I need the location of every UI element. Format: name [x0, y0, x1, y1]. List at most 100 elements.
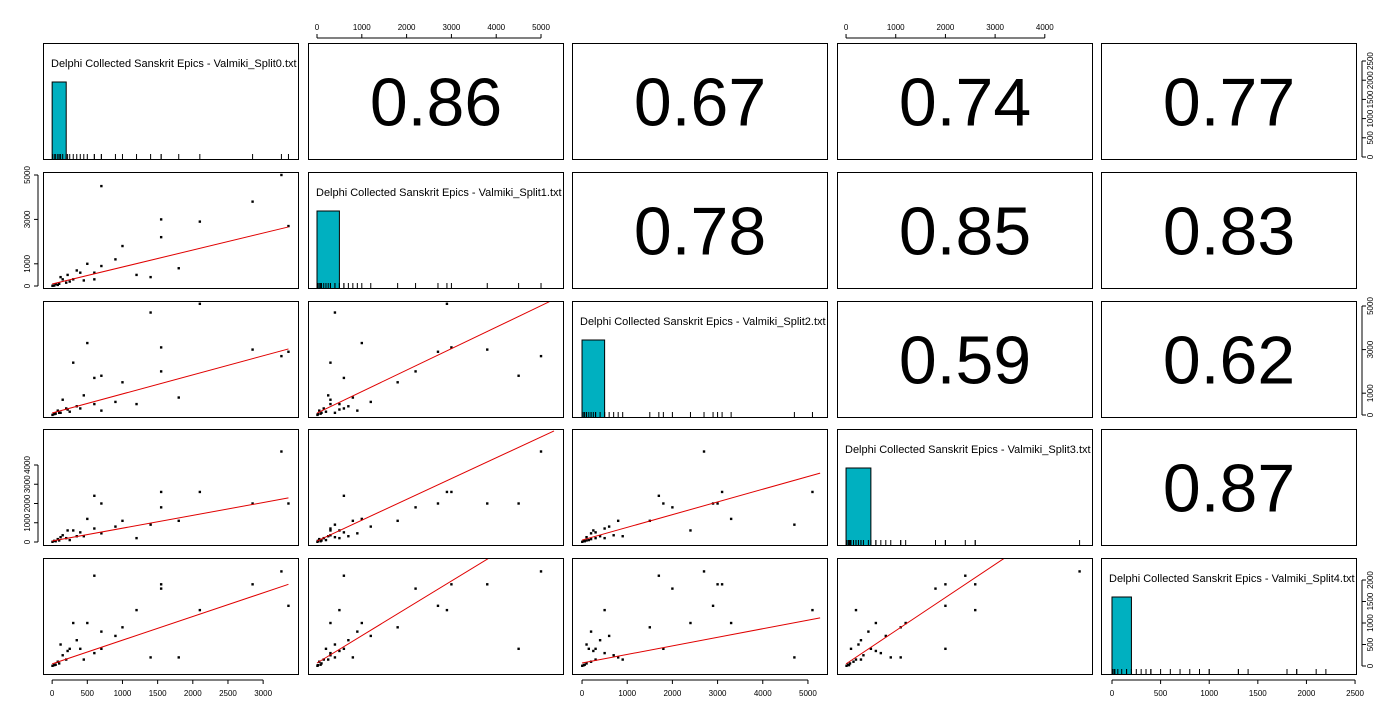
scatter-point [450, 346, 453, 349]
x-tick-label: 1000 [114, 689, 132, 698]
scatter-point [347, 405, 350, 408]
scatter-point [329, 361, 332, 364]
scatter-point [811, 608, 814, 612]
scatter-point [327, 394, 330, 397]
scatter-point [396, 519, 399, 523]
scatter-point [874, 621, 878, 625]
scatter-point [56, 537, 59, 541]
y-tick-label: 5000 [23, 166, 32, 184]
scatter-point [974, 583, 977, 586]
x-tick-label: 4000 [487, 23, 505, 32]
histogram-bar [845, 467, 872, 546]
scatter-point [450, 490, 453, 494]
scatter-point [61, 398, 64, 401]
scatter-point [594, 536, 597, 540]
scatter-point [333, 411, 337, 415]
scatter-point [716, 502, 719, 505]
scatter-point [61, 654, 64, 657]
y-tick-label: 1000 [23, 254, 32, 272]
scatter-point [86, 341, 89, 345]
correlation: 0.86 [370, 65, 502, 141]
scatter-point [904, 621, 907, 625]
scatter-point [585, 535, 588, 539]
scatter-point [333, 656, 337, 659]
scatter-point [342, 407, 346, 410]
y-tick-label: 0 [1366, 412, 1375, 417]
scatter-point [251, 200, 254, 203]
correlation: 0.83 [1163, 194, 1295, 270]
scatter-point [517, 502, 520, 505]
scatter-point [884, 634, 887, 638]
scatter-point [338, 649, 341, 653]
x-tick-label: 2000 [398, 23, 416, 32]
scatter-point [66, 529, 69, 532]
x-tick-label: 2000 [1298, 689, 1316, 698]
y-tick-label: 0 [1366, 663, 1375, 668]
scatter-point [486, 583, 489, 586]
panel [581, 450, 821, 544]
scatter-point [82, 394, 85, 397]
x-tick-label: 500 [81, 689, 95, 698]
scatter-point [114, 525, 117, 528]
panel-border [308, 429, 564, 546]
scatter-point [603, 536, 606, 540]
scatter-point [329, 621, 332, 625]
scatter-point [329, 651, 332, 655]
scatter-point [149, 523, 152, 526]
scatter-point [100, 374, 103, 377]
scatter-point [598, 639, 602, 642]
scatter-point [342, 531, 346, 534]
scatter-point [93, 402, 96, 406]
scatter-point [57, 662, 61, 665]
scatter-point [135, 608, 138, 612]
scatter-point [862, 654, 865, 657]
scatter-point [603, 651, 606, 655]
scatter-point [100, 264, 103, 268]
scatter-point [852, 660, 855, 663]
y-tick-label: 4000 [23, 456, 32, 474]
scatter-point [414, 370, 417, 373]
y-tick-label: 1500 [1366, 592, 1375, 610]
scatter-point [347, 639, 350, 642]
scatter-point [66, 649, 69, 653]
scatter-point [351, 396, 355, 399]
fit-line [581, 472, 821, 541]
scatter-point [396, 381, 399, 384]
panel-border [43, 43, 299, 160]
scatter-point [899, 656, 902, 659]
fit-line [316, 301, 552, 414]
scatter-point [845, 664, 848, 667]
scatter-point [159, 583, 163, 586]
scatter-point [342, 574, 346, 577]
x-tick-label: 0 [844, 23, 849, 32]
scatter-point [51, 664, 54, 667]
scatter-point [287, 604, 290, 608]
scatter-point [51, 284, 54, 287]
scatter-point [100, 647, 103, 651]
y-tick-label: 3000 [23, 475, 32, 493]
scatter-point [539, 450, 543, 453]
scatter-point [369, 400, 372, 404]
scatter-point [149, 275, 152, 279]
panel-border [837, 558, 1093, 675]
scatter-point [121, 381, 124, 384]
scatter-point [657, 574, 661, 577]
scatter-point [587, 647, 591, 651]
scatter-point [847, 663, 851, 667]
fit-line [52, 226, 289, 285]
scatter-point [177, 396, 180, 399]
scatter-point [450, 583, 453, 586]
panel-border [572, 301, 828, 418]
scatter-point [86, 262, 89, 266]
scatter-point [729, 517, 733, 521]
scatter-point [396, 626, 399, 629]
correlation: 0.59 [899, 323, 1031, 399]
panel-border [43, 429, 299, 546]
x-tick-label: 2000 [184, 689, 202, 698]
scatter-point [65, 281, 68, 284]
panel-border [1101, 301, 1357, 418]
scatter-point [100, 502, 103, 505]
panel-border [308, 558, 564, 675]
x-tick-label: 5000 [799, 689, 817, 698]
scatter-point [671, 506, 674, 509]
